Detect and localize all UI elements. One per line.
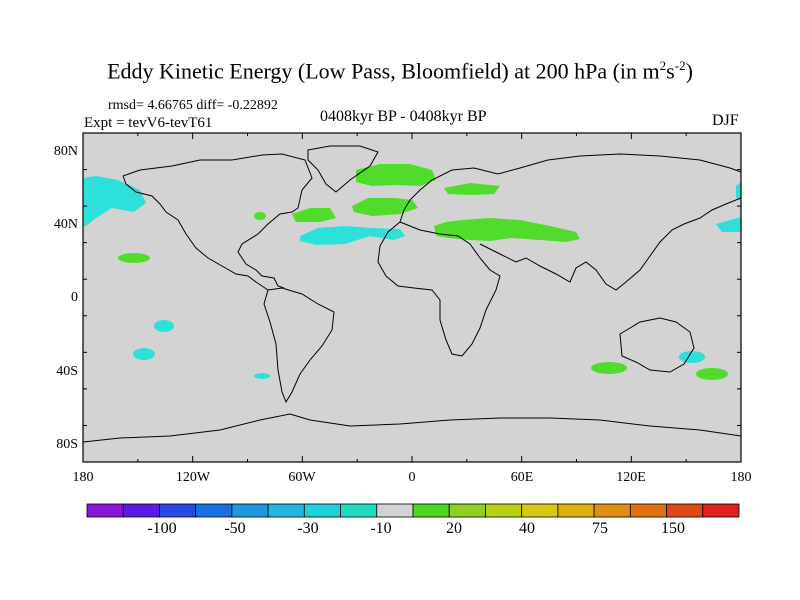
colorbar-box bbox=[448, 503, 486, 518]
colorbar-box bbox=[340, 503, 378, 518]
neg-region-tasman bbox=[679, 351, 705, 363]
lon-label-120w: 120W bbox=[175, 470, 211, 485]
experiment-label: Expt = tevV6-tevT61 bbox=[84, 115, 213, 131]
pos-region-south-indian-ocean bbox=[591, 362, 627, 374]
colorbar-label-7: 75 bbox=[592, 520, 608, 537]
colorbar-box bbox=[485, 503, 523, 518]
coast-africa bbox=[377, 221, 501, 357]
lat-label-0: 0 bbox=[71, 290, 78, 305]
lat-label-40s: 40S bbox=[56, 364, 78, 379]
colorbar-box bbox=[267, 503, 305, 518]
coast-europe bbox=[399, 153, 741, 223]
coast-australia bbox=[619, 317, 695, 373]
colorbar-label-6: 40 bbox=[519, 520, 535, 537]
neg-region-south-atlantic bbox=[254, 373, 270, 379]
colorbar-label-1: -100 bbox=[147, 520, 177, 537]
coast-greenland bbox=[307, 145, 379, 193]
neg-region-north-pacific-east bbox=[83, 176, 146, 226]
lat-label-80n: 80N bbox=[53, 144, 78, 159]
lon-label-0: 0 bbox=[408, 470, 416, 485]
colorbar-box bbox=[231, 503, 269, 518]
neg-region-north-pacific-west bbox=[716, 217, 741, 232]
chart-title: Eddy Kinetic Energy (Low Pass, Bloomfiel… bbox=[107, 58, 693, 84]
colorbar-box bbox=[86, 503, 124, 518]
coast-north-america bbox=[122, 153, 313, 291]
colorbar-box bbox=[666, 503, 704, 518]
colorbar-box bbox=[412, 503, 450, 518]
colorbar-box bbox=[593, 503, 631, 518]
negative-anomaly-regions bbox=[83, 176, 741, 379]
rmsd-label: rmsd= 4.66765 diff= -0.22892 bbox=[108, 98, 278, 113]
neg-region-south-pacific-2 bbox=[133, 348, 155, 360]
lon-label-60e: 60E bbox=[510, 470, 534, 485]
map-ticks bbox=[82, 132, 742, 463]
neg-region-north-pacific-west-high bbox=[736, 182, 741, 200]
season-label: DJF bbox=[712, 112, 739, 129]
colorbar-box bbox=[159, 503, 197, 518]
pos-region-south-pacific-east bbox=[696, 368, 728, 380]
pos-region-scandinavia bbox=[444, 183, 500, 195]
colorbar bbox=[86, 503, 740, 518]
colorbar-box bbox=[629, 503, 667, 518]
lon-label-180e: 180 bbox=[730, 470, 752, 485]
coastlines bbox=[83, 145, 741, 443]
pos-region-central-atlantic bbox=[352, 198, 418, 216]
lon-label-180w: 180 bbox=[72, 470, 94, 485]
map-background bbox=[83, 133, 741, 462]
pos-region-north-atlantic-high bbox=[356, 164, 436, 186]
neg-region-south-pacific-1 bbox=[154, 320, 174, 332]
colorbar-label-2: -50 bbox=[224, 520, 246, 537]
lon-label-60w: 60W bbox=[288, 470, 316, 485]
colorbar-box bbox=[702, 503, 740, 518]
lat-label-80s: 80S bbox=[56, 437, 78, 452]
colorbar-box bbox=[557, 503, 595, 518]
coast-antarctica bbox=[83, 413, 741, 443]
colorbar-label-3: -30 bbox=[297, 520, 319, 537]
coast-south-america bbox=[263, 287, 335, 404]
colorbar-label-5: 20 bbox=[446, 520, 462, 537]
pos-region-pacific-tropics bbox=[118, 253, 150, 263]
colorbar-box bbox=[521, 503, 559, 518]
period-label: 0408kyr BP - 0408kyr BP bbox=[320, 108, 487, 125]
colorbar-box bbox=[195, 503, 233, 518]
anomaly-regions bbox=[83, 164, 741, 380]
pos-region-great-lakes bbox=[254, 212, 266, 220]
colorbar-box bbox=[376, 503, 414, 518]
pos-region-mediterranean-asia bbox=[434, 218, 580, 242]
colorbar-box bbox=[303, 503, 341, 518]
lat-label-40n: 40N bbox=[53, 217, 78, 232]
positive-anomaly-regions bbox=[118, 164, 728, 380]
coast-asia-south bbox=[479, 197, 741, 291]
lon-label-120e: 120E bbox=[616, 470, 646, 485]
colorbar-label-4: -10 bbox=[370, 520, 392, 537]
colorbar-box bbox=[122, 503, 160, 518]
neg-region-north-atlantic bbox=[300, 226, 405, 245]
pos-region-north-america-east bbox=[292, 208, 336, 222]
colorbar-label-8: 150 bbox=[661, 520, 685, 537]
